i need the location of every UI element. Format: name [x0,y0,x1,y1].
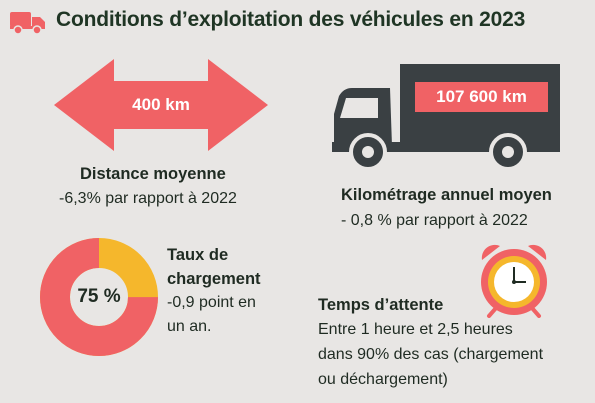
distance-label: Distance moyenne [80,165,226,183]
waiting-time-line-2: dans 90% des cas (chargement [318,346,544,363]
waiting-time-label: Temps d’attente [318,296,444,314]
load-rate-change-1: -0,9 point en [167,294,256,311]
mileage-label: Kilométrage annuel moyen [341,186,552,204]
waiting-time-line-3: ou déchargement) [318,371,448,388]
clock-icon [481,244,547,318]
mileage-value: 107 600 km [436,87,527,106]
mileage-change: - 0,8 % par rapport à 2022 [341,212,528,229]
truck-icon [332,64,560,171]
waiting-time-line-1: Entre 1 heure et 2,5 heures [318,321,513,338]
truck-icon [10,12,45,35]
donut-chart [40,238,158,356]
load-rate-label-2: chargement [167,270,261,288]
load-rate-label-1: Taux de [167,246,229,264]
distance-change: -6,3% par rapport à 2022 [59,190,237,207]
distance-value: 400 km [132,95,190,114]
donut-value: 75 % [77,286,121,307]
load-rate-change-2: un an. [167,318,212,335]
donut-fill-arc [40,238,158,356]
mileage-badge [415,82,548,112]
double-arrow-icon [54,59,268,151]
page-title: Conditions d’exploitation des véhicules … [56,8,526,31]
